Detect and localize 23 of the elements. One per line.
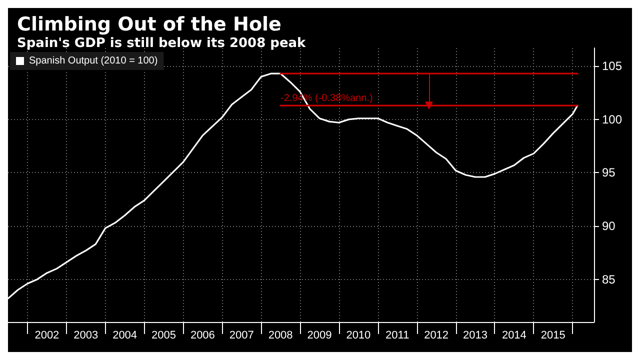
x-tick-label: 2008 <box>268 330 293 342</box>
x-tick-label: 2004 <box>112 330 138 342</box>
line-series <box>8 72 578 300</box>
x-tick-label: 2003 <box>74 330 98 342</box>
y-tick-label: 105 <box>602 59 622 74</box>
x-tick-label: 2014 <box>502 330 526 342</box>
x-tick-label: 2002 <box>34 330 60 342</box>
y-tick-label: 100 <box>602 112 622 126</box>
x-tick-label: 2015 <box>540 330 566 342</box>
x-tick-label: 2005 <box>152 330 176 342</box>
y-tick-label: 90 <box>602 219 616 234</box>
x-tick-label: 2012 <box>424 330 449 342</box>
x-tick-label: 2011 <box>386 330 410 342</box>
x-tick-label: 2009 <box>307 330 332 342</box>
x-tick-label: 2007 <box>229 330 254 342</box>
chart-title: Climbing Out of the Hole <box>17 14 282 36</box>
x-tick-label: 2006 <box>190 330 215 342</box>
y-tick-label: 85 <box>602 272 616 286</box>
legend-label: Spanish Output (2010 = 100) <box>29 56 158 66</box>
y-tick-label: 95 <box>602 166 616 180</box>
chart-subtitle: Spain's GDP is still below its 2008 peak <box>17 36 306 51</box>
x-tick-label: 2010 <box>346 330 371 342</box>
x-tick-label: 2013 <box>463 330 488 342</box>
